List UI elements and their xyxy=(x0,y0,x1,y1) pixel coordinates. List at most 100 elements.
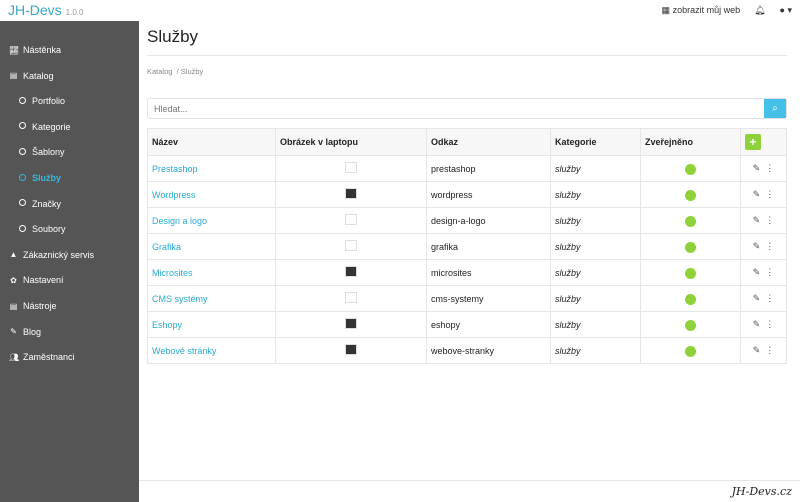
service-link: eshopy xyxy=(426,311,551,338)
published-indicator[interactable] xyxy=(685,346,696,357)
actions-cell: ✎ ⋮ xyxy=(740,259,787,286)
service-name[interactable]: Design a logo xyxy=(147,207,276,234)
more-options-icon[interactable]: ⋮ xyxy=(765,267,775,277)
more-options-icon[interactable]: ⋮ xyxy=(765,189,775,199)
sidebar-item-label: Značky xyxy=(32,198,62,209)
sidebar-item-label: Nastavení xyxy=(23,275,64,286)
actions-cell: ✎ ⋮ xyxy=(740,181,787,208)
col-image[interactable]: Obrázek v laptopu xyxy=(275,128,427,156)
service-link: prestashop xyxy=(426,155,551,182)
sidebar-item-nastroje[interactable]: ▤ Nástroje xyxy=(9,301,57,311)
sidebar-item-portfolio[interactable]: Portfolio xyxy=(18,96,65,106)
published-cell xyxy=(640,233,741,260)
sidebar-item-nastenka[interactable]: 📈︎ Nástěnka xyxy=(9,45,61,55)
edit-icon[interactable]: ✎ xyxy=(752,189,761,199)
service-category: služby xyxy=(550,181,641,208)
sidebar-item-blog[interactable]: ✎ Blog xyxy=(9,327,41,337)
service-category: služby xyxy=(550,259,641,286)
edit-icon[interactable]: ✎ xyxy=(752,319,761,329)
user-menu[interactable]: ● ▾ xyxy=(779,5,792,15)
col-link[interactable]: Odkaz xyxy=(426,128,551,156)
service-name[interactable]: Prestashop xyxy=(147,155,276,182)
circle-icon xyxy=(18,122,27,131)
service-name[interactable]: Wordpress xyxy=(147,181,276,208)
sidebar-item-sluzby[interactable]: Služby xyxy=(18,173,61,183)
table-row: Grafika grafika služby ✎ ⋮ xyxy=(147,233,787,260)
more-options-icon[interactable]: ⋮ xyxy=(765,345,775,355)
gear-icon: ✿ xyxy=(10,275,17,285)
edit-icon[interactable]: ✎ xyxy=(752,293,761,303)
published-indicator[interactable] xyxy=(685,190,696,201)
edit-icon[interactable]: ✎ xyxy=(752,163,761,173)
laptop-thumbnail xyxy=(345,240,357,251)
service-name[interactable]: Microsites xyxy=(147,259,276,286)
published-indicator[interactable] xyxy=(685,268,696,279)
more-options-icon[interactable]: ⋮ xyxy=(765,293,775,303)
col-category[interactable]: Kategorie xyxy=(550,128,641,156)
col-published[interactable]: Zveřejněno xyxy=(640,128,741,156)
view-site-link[interactable]: ▦ zobrazit můj web xyxy=(661,5,741,15)
sidebar-item-label: Kategorie xyxy=(32,121,71,132)
laptop-thumbnail xyxy=(345,162,357,173)
laptop-thumbnail xyxy=(345,344,357,355)
table-row: Prestashop prestashop služby ✎ ⋮ xyxy=(147,155,787,182)
sidebar-item-zamestnanci[interactable]: 👥︎ Zaměstnanci xyxy=(9,352,75,362)
published-indicator[interactable] xyxy=(685,164,696,175)
sidebar-item-katalog[interactable]: ▤ Katalog xyxy=(9,71,54,81)
more-options-icon[interactable]: ⋮ xyxy=(765,319,775,329)
sidebar-item-znacky[interactable]: Značky xyxy=(18,199,61,209)
more-options-icon[interactable]: ⋮ xyxy=(765,163,775,173)
edit-icon[interactable]: ✎ xyxy=(752,345,761,355)
published-indicator[interactable] xyxy=(685,242,696,253)
service-name[interactable]: Eshopy xyxy=(147,311,276,338)
bell-icon[interactable]: 🔔︎ xyxy=(754,5,766,15)
search-button[interactable]: ⌕ xyxy=(764,99,786,118)
service-name[interactable]: Webové stránky xyxy=(147,337,276,364)
sidebar-item-soubory[interactable]: Soubory xyxy=(18,224,66,234)
sidebar-item-sablony[interactable]: Šablony xyxy=(18,147,65,157)
published-indicator[interactable] xyxy=(685,320,696,331)
laptop-image-cell xyxy=(275,259,427,286)
published-cell xyxy=(640,337,741,364)
laptop-thumbnail xyxy=(345,214,357,225)
sidebar: 📈︎ Nástěnka ▤ Katalog Portfolio Kategorie Šabl… xyxy=(0,21,139,502)
search-icon: ⌕ xyxy=(772,103,778,114)
version: 1.0.0 xyxy=(65,8,84,17)
book-icon: ▤ xyxy=(9,71,18,81)
pen-icon: ✎ xyxy=(10,327,17,337)
col-name[interactable]: Název xyxy=(147,128,276,156)
table-row: Design a logo design-a-logo služby ✎ ⋮ xyxy=(147,207,787,234)
laptop-thumbnail xyxy=(345,188,357,199)
more-options-icon[interactable]: ⋮ xyxy=(765,241,775,251)
sidebar-item-kategorie[interactable]: Kategorie xyxy=(18,122,71,132)
sidebar-item-label: Šablony xyxy=(32,147,65,158)
more-options-icon[interactable]: ⋮ xyxy=(765,215,775,225)
service-link: wordpress xyxy=(426,181,551,208)
laptop-image-cell xyxy=(275,337,427,364)
sidebar-item-zakaznicky-servis[interactable]: ▲ Zákaznický servis xyxy=(9,250,94,260)
published-cell xyxy=(640,207,741,234)
published-indicator[interactable] xyxy=(685,216,696,227)
circle-icon xyxy=(18,147,27,157)
laptop-thumbnail xyxy=(345,292,357,303)
service-name[interactable]: Grafika xyxy=(147,233,276,260)
published-cell xyxy=(640,181,741,208)
sidebar-item-nastaveni[interactable]: ✿ Nastavení xyxy=(9,275,64,286)
service-name[interactable]: CMS systémy xyxy=(147,285,276,312)
laptop-image-cell xyxy=(275,233,427,260)
edit-icon[interactable]: ✎ xyxy=(752,241,761,251)
service-category: služby xyxy=(550,311,641,338)
edit-icon[interactable]: ✎ xyxy=(752,267,761,277)
sidebar-item-label: Katalog xyxy=(23,70,54,81)
breadcrumb: Katalog / Služby xyxy=(147,67,204,76)
add-button[interactable]: + xyxy=(745,134,761,150)
breadcrumb-katalog[interactable]: Katalog xyxy=(147,67,173,76)
search-input[interactable] xyxy=(148,99,764,118)
col-actions: + xyxy=(740,128,787,156)
edit-icon[interactable]: ✎ xyxy=(752,215,761,225)
circle-icon xyxy=(18,224,27,234)
brand-logo[interactable]: JH-Devs 1.0.0 xyxy=(8,2,84,18)
laptop-thumbnail xyxy=(345,266,357,277)
sidebar-item-label: Blog xyxy=(23,326,42,337)
published-indicator[interactable] xyxy=(685,294,696,305)
